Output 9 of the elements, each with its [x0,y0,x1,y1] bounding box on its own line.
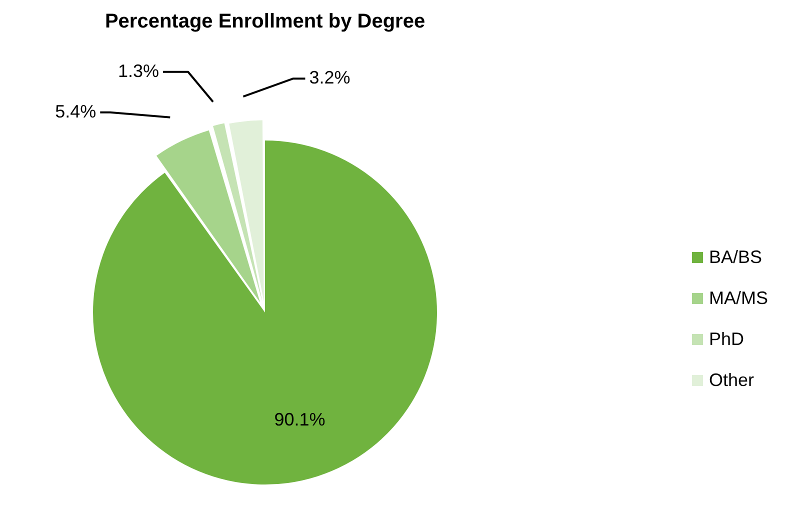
legend-label: BA/BS [709,246,762,268]
legend-label: PhD [709,328,744,350]
data-label: 1.3% [118,60,160,81]
data-label: 90.1% [274,410,326,430]
data-label: 5.4% [55,101,96,122]
data-label: 3.2% [309,68,350,88]
legend-label: MA/MS [709,288,768,308]
chart-title: Percentage Enrollment by Degree [104,10,426,33]
legend-label: Other [709,370,754,390]
